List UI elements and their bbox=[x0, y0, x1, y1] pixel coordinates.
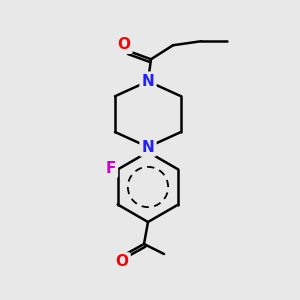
Text: F: F bbox=[106, 161, 116, 176]
Text: N: N bbox=[142, 74, 154, 89]
Text: O: O bbox=[118, 37, 130, 52]
Text: N: N bbox=[142, 140, 154, 154]
Text: O: O bbox=[116, 254, 128, 269]
